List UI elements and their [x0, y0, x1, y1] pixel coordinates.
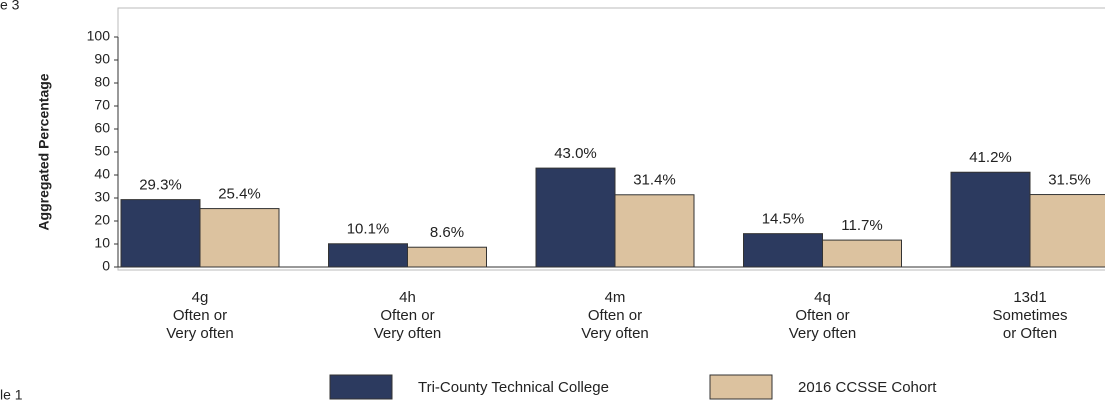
y-tick-label: 80	[94, 74, 110, 90]
bar	[535, 167, 616, 268]
data-label: 25.4%	[218, 186, 261, 203]
legend-swatch	[329, 374, 393, 400]
y-tick-label: 70	[94, 97, 110, 113]
x-tick-label: 4h	[399, 289, 416, 306]
y-tick-label: 90	[94, 51, 110, 67]
x-tick-label: Often or	[380, 307, 434, 324]
bar	[328, 243, 408, 268]
x-tick-label: Often or	[173, 307, 227, 324]
x-tick-label: Very often	[581, 325, 649, 342]
bar	[1029, 194, 1105, 268]
annotation: e 3	[0, 0, 20, 13]
y-tick-label: 0	[102, 258, 110, 274]
legend-swatch	[709, 374, 773, 400]
bar	[743, 233, 823, 268]
data-label: 41.2%	[969, 149, 1012, 166]
data-label: 43.0%	[554, 145, 597, 162]
x-tick-label: Often or	[795, 307, 849, 324]
data-label: 11.7%	[841, 217, 882, 234]
legend-label: 2016 CCSSE Cohort	[798, 379, 937, 396]
y-tick-label: 30	[94, 189, 110, 205]
x-tick-label: 4q	[814, 289, 831, 306]
x-tick-label: Very often	[166, 325, 234, 342]
y-tick-label: 20	[94, 212, 110, 228]
data-label: 10.1%	[347, 221, 390, 238]
x-tick-label: Very often	[374, 325, 442, 342]
bar	[614, 194, 695, 268]
x-tick-label: Often or	[588, 307, 642, 324]
bar	[120, 199, 201, 268]
data-label: 29.3%	[139, 177, 182, 194]
bar	[822, 239, 902, 268]
y-tick-label: 100	[87, 28, 111, 44]
data-label: 14.5%	[762, 211, 805, 228]
data-label: 8.6%	[430, 224, 464, 241]
y-tick-label: 10	[94, 235, 110, 251]
y-tick-label: 40	[94, 166, 110, 182]
x-tick-label: or Often	[1003, 325, 1057, 342]
x-tick-label: Very often	[789, 325, 857, 342]
x-tick-label: 13d1	[1013, 289, 1046, 306]
data-label: 31.5%	[1048, 172, 1091, 189]
legend-label: Tri-County Technical College	[418, 379, 609, 396]
y-tick-label: 60	[94, 120, 110, 136]
bar	[407, 246, 487, 268]
data-label: 31.4%	[633, 172, 676, 189]
y-tick-label: 50	[94, 143, 110, 159]
bar	[199, 208, 280, 268]
x-tick-label: 4g	[192, 289, 209, 306]
bar	[950, 171, 1031, 268]
y-axis-label: Aggregated Percentage	[36, 73, 52, 230]
x-tick-label: Sometimes	[992, 307, 1067, 324]
annotation: le 1	[0, 387, 23, 403]
x-tick-label: 4m	[605, 289, 626, 306]
